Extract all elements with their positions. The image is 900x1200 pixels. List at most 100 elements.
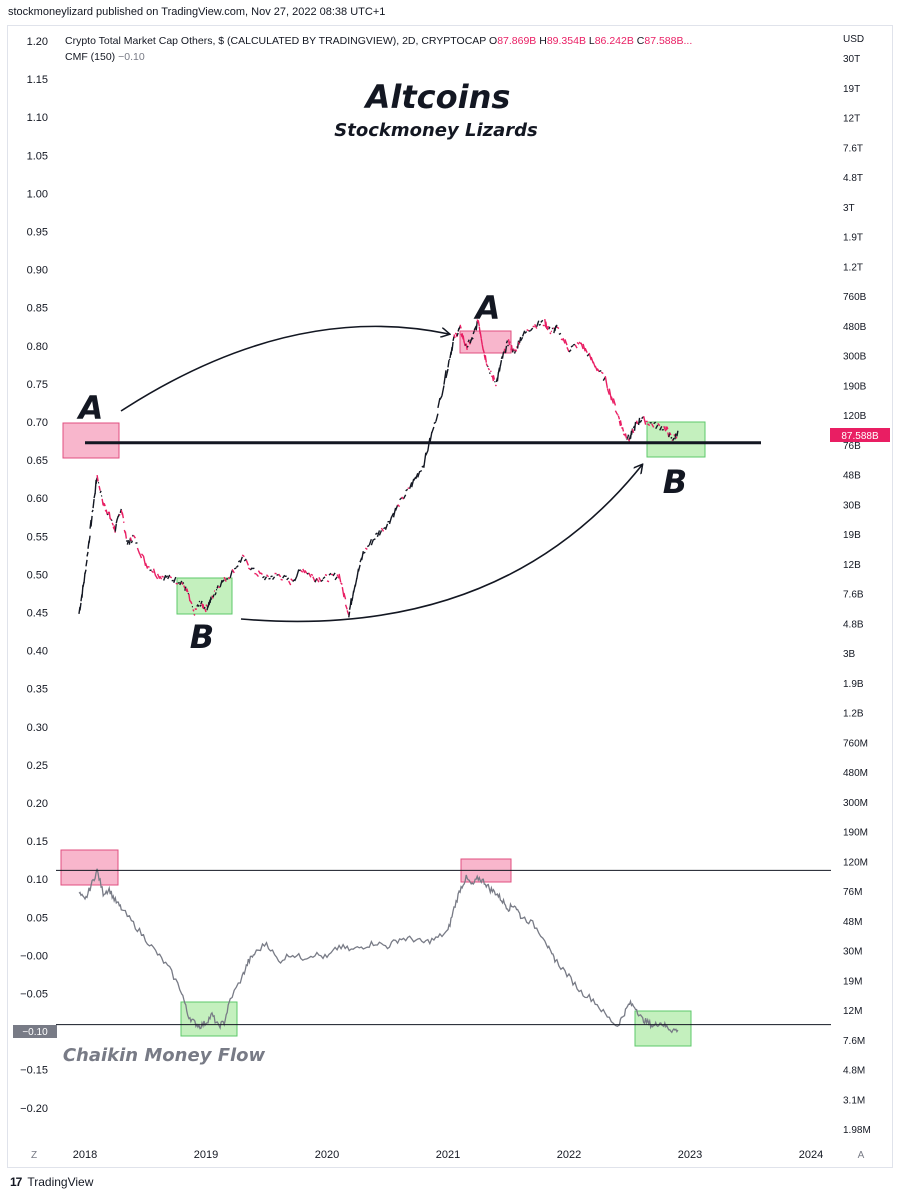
price-candle <box>263 576 268 581</box>
price-candle <box>167 574 171 580</box>
timezone-icon: Z <box>31 1150 37 1161</box>
right-tick-label: 30B <box>843 500 861 511</box>
price-candle <box>472 330 475 335</box>
price-candle <box>466 345 469 348</box>
high-label: H <box>539 35 547 47</box>
left-tick-label: 0.05 <box>27 912 48 924</box>
right-tick-label: 76B <box>843 441 861 452</box>
price-candle <box>485 363 488 367</box>
price-candle <box>198 600 201 603</box>
price-candle <box>564 339 568 346</box>
price-candle <box>425 450 429 456</box>
price-candle <box>338 573 342 583</box>
price-candle <box>399 497 403 501</box>
price-candle <box>223 576 227 582</box>
price-candle <box>79 602 82 611</box>
price-candle <box>482 349 485 354</box>
price-candle <box>456 332 459 337</box>
left-tick-label: 0.50 <box>27 569 48 581</box>
price-candle <box>121 512 125 519</box>
price-candle <box>568 349 572 353</box>
left-tick-label: 0.25 <box>27 760 48 772</box>
price-candle <box>199 604 202 607</box>
price-candle <box>413 476 417 481</box>
price-candle <box>173 576 177 584</box>
price-candle <box>441 385 445 396</box>
price-candle <box>536 320 540 327</box>
right-tick-label: 3B <box>843 649 856 660</box>
price-candle <box>481 344 484 351</box>
price-candle <box>619 420 623 426</box>
price-candle <box>203 606 206 610</box>
right-tick-label: 1.2B <box>843 709 864 720</box>
price-candle <box>651 423 655 428</box>
price-candle <box>499 359 503 366</box>
price-candle <box>310 573 314 577</box>
last-price-tag <box>830 428 890 442</box>
price-candle <box>140 553 144 557</box>
footer[interactable]: 17 TradingView <box>10 1175 93 1189</box>
right-tick-label: 12B <box>843 560 861 571</box>
price-candle <box>534 323 538 329</box>
left-tick-label: 1.10 <box>27 112 48 124</box>
left-tick-label: 0.95 <box>27 227 48 239</box>
price-candle <box>328 572 332 576</box>
price-candle <box>368 539 373 546</box>
price-candle <box>380 527 385 532</box>
publisher-line: stockmoneylizard published on TradingVie… <box>8 6 386 18</box>
price-candle <box>642 416 647 425</box>
price-candle <box>631 428 635 433</box>
price-candle <box>617 415 621 420</box>
price-candle <box>471 337 474 340</box>
price-candle <box>374 532 378 535</box>
price-candle <box>612 398 617 406</box>
price-candle <box>518 336 522 343</box>
open-label: O <box>489 35 497 47</box>
price-candle <box>243 558 247 562</box>
price-candle <box>348 611 351 618</box>
price-candle <box>88 535 91 544</box>
left-tick-label: 0.10 <box>27 874 48 886</box>
right-tick-label: 4.8T <box>843 173 863 184</box>
price-candle <box>320 579 324 583</box>
price-candle <box>221 579 225 583</box>
price-candle <box>665 426 668 431</box>
price-candle <box>190 601 193 605</box>
price-candle <box>162 574 167 581</box>
right-tick-label: 3.1M <box>843 1095 865 1106</box>
right-tick-label: 300B <box>843 352 867 363</box>
price-candle <box>445 368 449 379</box>
price-candle <box>560 338 564 341</box>
indicator-legend: CMF (150) −0.10 <box>65 51 145 63</box>
price-candle <box>647 423 651 427</box>
price-candle <box>294 576 298 582</box>
price-candle <box>570 344 574 348</box>
price-candle <box>95 477 98 485</box>
price-candle <box>512 348 516 352</box>
price-candle <box>477 320 480 327</box>
price-candle <box>286 577 290 581</box>
arrow-a-to-a <box>120 325 449 412</box>
price-candle <box>390 512 395 518</box>
price-candle <box>513 350 517 354</box>
price-candle <box>102 502 105 507</box>
price-candle <box>491 375 495 382</box>
left-tick-label: 0.90 <box>27 265 48 277</box>
price-candle <box>344 604 348 610</box>
right-tick-label: 120M <box>843 857 868 868</box>
right-tick-label: 4.8B <box>843 619 864 630</box>
indicator-value: −0.10 <box>118 51 145 63</box>
price-candle <box>257 570 262 575</box>
open-value: 87.869B <box>497 35 539 47</box>
price-candle <box>227 576 231 580</box>
close-label: C <box>637 35 645 47</box>
price-candle <box>532 325 535 328</box>
cmf-line <box>78 868 679 1034</box>
price-candle <box>448 358 451 361</box>
price-candle <box>169 575 173 579</box>
price-candle <box>86 551 89 557</box>
price-candle <box>216 585 219 589</box>
price-candle <box>156 573 161 580</box>
chart-svg[interactable]: 1.20 1.15 1.10 1.05 1.00 0.95 0.90 0.85 0.80 0.75… <box>8 26 894 1169</box>
price-candle <box>304 570 308 574</box>
